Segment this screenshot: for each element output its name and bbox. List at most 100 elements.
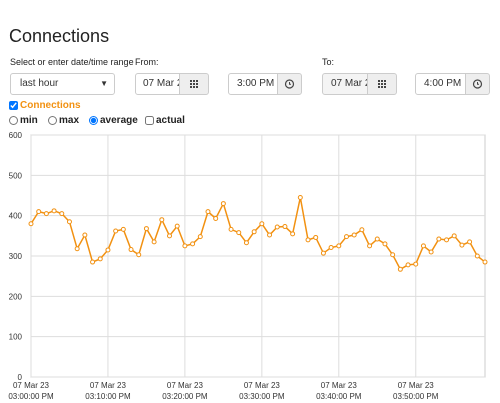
from-label: From: (135, 57, 159, 67)
data-point (243, 240, 249, 246)
data-point (236, 230, 242, 236)
y-tick-label: 0 (18, 373, 23, 382)
data-point (66, 219, 72, 225)
to-clock-button[interactable] (465, 73, 490, 95)
checkbox[interactable] (145, 116, 154, 125)
data-point (405, 262, 411, 268)
x-tick-label: 03:10:00 PM (85, 392, 131, 401)
option-label: average (100, 115, 138, 126)
data-point (467, 239, 473, 245)
y-tick-label: 400 (9, 212, 23, 221)
page-title: Connections (9, 26, 110, 46)
data-point (259, 221, 265, 227)
range-label: Select or enter date/time range (10, 57, 134, 67)
option-average[interactable]: average (89, 115, 138, 126)
x-tick-label: 07 Mar 23 (244, 381, 281, 390)
data-point (274, 224, 280, 230)
series-toggle[interactable]: Connections (9, 100, 81, 111)
option-max[interactable]: max (48, 115, 79, 126)
data-point (113, 228, 119, 234)
data-point (105, 247, 111, 253)
to-label: To: (322, 57, 335, 67)
data-point (36, 209, 42, 215)
data-point (482, 259, 488, 265)
data-point (205, 209, 211, 215)
data-point (51, 208, 57, 214)
data-point (359, 227, 365, 233)
data-point (251, 229, 257, 235)
data-point (436, 236, 442, 242)
x-tick-label: 07 Mar 23 (321, 381, 358, 390)
data-point (428, 249, 434, 255)
from-clock-button[interactable] (277, 73, 302, 95)
data-point (128, 247, 134, 253)
calendar-icon (190, 80, 198, 88)
data-point (167, 233, 173, 239)
data-point (313, 234, 319, 240)
data-point (220, 201, 226, 207)
from-date: 07 Mar 23 (143, 78, 179, 89)
clock-icon (284, 79, 295, 89)
to-time-input[interactable]: 4:00 PM (415, 73, 466, 95)
y-tick-label: 600 (9, 131, 23, 140)
range-select[interactable]: last hour ▼ (10, 73, 115, 95)
x-tick-label: 03:40:00 PM (316, 392, 362, 401)
clock-icon (472, 79, 483, 89)
data-point (97, 256, 103, 262)
data-point (390, 252, 396, 258)
data-point (159, 217, 165, 223)
data-point (374, 236, 380, 242)
data-point (382, 241, 388, 247)
data-point (90, 259, 96, 265)
radio[interactable] (9, 116, 18, 125)
data-point (228, 226, 234, 232)
to-date: 07 Mar 23 (331, 78, 367, 89)
data-point (120, 226, 126, 232)
y-tick-label: 500 (9, 171, 23, 180)
calendar-icon (378, 80, 386, 88)
option-label: max (59, 115, 80, 126)
data-point (151, 239, 157, 245)
range-value: last hour (20, 78, 59, 89)
dropdown-arrow: ▼ (100, 79, 108, 88)
radio[interactable] (89, 116, 98, 125)
data-point (459, 242, 465, 248)
data-point (444, 237, 450, 243)
series-name: Connections (20, 100, 81, 111)
data-point (397, 266, 403, 272)
data-point (82, 232, 88, 238)
data-point (267, 232, 273, 238)
data-point (28, 221, 34, 227)
option-min[interactable]: min (9, 115, 38, 126)
series-checkbox[interactable] (9, 101, 18, 110)
data-point (174, 223, 180, 229)
x-tick-label: 03:20:00 PM (162, 392, 208, 401)
data-point (143, 226, 149, 232)
x-tick-label: 03:50:00 PM (393, 392, 439, 401)
data-point (320, 250, 326, 256)
data-point (413, 261, 419, 267)
data-point (136, 252, 142, 258)
data-point (290, 231, 296, 237)
data-point (74, 246, 80, 252)
radio[interactable] (48, 116, 57, 125)
option-label: min (20, 115, 38, 126)
data-point (367, 243, 373, 249)
x-tick-label: 03:30:00 PM (239, 392, 285, 401)
data-point (336, 243, 342, 249)
data-point (43, 211, 49, 217)
data-point (59, 211, 65, 217)
to-calendar-button[interactable] (367, 73, 397, 95)
data-point (343, 234, 349, 240)
from-calendar-button[interactable] (179, 73, 209, 95)
data-point (474, 253, 480, 259)
option-label: actual (156, 115, 185, 126)
data-point (351, 232, 357, 238)
from-time: 3:00 PM (237, 78, 275, 89)
data-point (451, 233, 457, 239)
y-tick-label: 100 (9, 333, 23, 342)
data-point (213, 215, 219, 221)
option-actual[interactable]: actual (145, 115, 185, 126)
